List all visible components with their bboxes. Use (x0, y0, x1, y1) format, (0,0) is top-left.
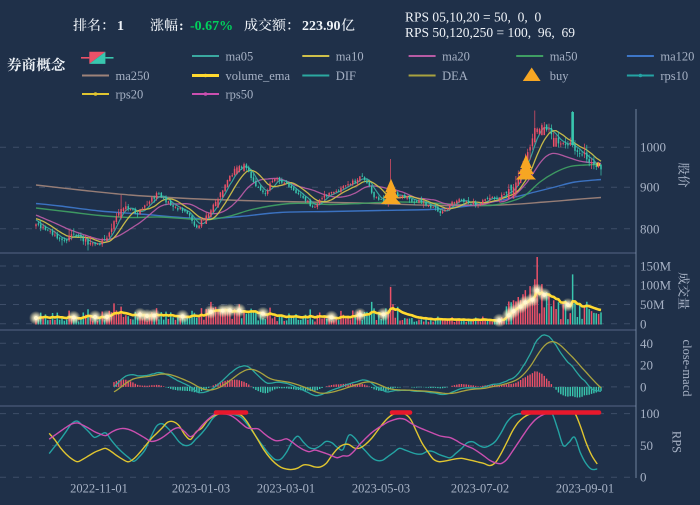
svg-text:800: 800 (640, 221, 660, 236)
svg-text:0: 0 (640, 316, 647, 331)
svg-text:rps50: rps50 (226, 88, 254, 102)
svg-text:900: 900 (640, 180, 660, 195)
svg-text:2023-07-02: 2023-07-02 (451, 482, 509, 496)
svg-text:-0.67%: -0.67% (190, 19, 233, 34)
svg-text:2023-01-03: 2023-01-03 (172, 482, 230, 496)
svg-text:100: 100 (640, 406, 660, 421)
svg-text:DEA: DEA (442, 69, 468, 83)
svg-text:ma120: ma120 (660, 50, 694, 64)
svg-text:volume_ema: volume_ema (226, 69, 291, 83)
svg-text:223.90: 223.90 (302, 19, 341, 34)
svg-text:buy: buy (550, 69, 570, 83)
svg-text:ma250: ma250 (116, 69, 150, 83)
svg-text:close-macd: close-macd (680, 340, 694, 398)
svg-text:0: 0 (640, 470, 647, 485)
svg-text:RPS: RPS (670, 431, 684, 453)
svg-text:RPS 50,120,250 = 100, 96, 69: RPS 50,120,250 = 100, 96, 69 (405, 25, 575, 40)
svg-text:ma05: ma05 (226, 50, 254, 64)
svg-text:2023-05-03: 2023-05-03 (352, 482, 410, 496)
svg-text:2022-11-01: 2022-11-01 (70, 482, 128, 496)
svg-text:2023-09-01: 2023-09-01 (556, 482, 614, 496)
svg-text:40: 40 (640, 336, 653, 351)
svg-text:rps10: rps10 (660, 69, 688, 83)
svg-text:0: 0 (640, 379, 647, 394)
svg-text:1000: 1000 (640, 140, 666, 155)
svg-text::: : (179, 19, 184, 34)
svg-text:50M: 50M (640, 297, 665, 312)
svg-text:20: 20 (640, 358, 653, 373)
svg-text:DIF: DIF (336, 69, 356, 83)
svg-text:ma50: ma50 (550, 50, 578, 64)
svg-text:ma20: ma20 (442, 50, 470, 64)
svg-text:1: 1 (117, 19, 124, 34)
svg-text:50: 50 (640, 438, 653, 453)
svg-text:150M: 150M (640, 259, 672, 274)
svg-text:RPS 05,10,20 = 50, 0, 0: RPS 05,10,20 = 50, 0, 0 (405, 10, 542, 25)
svg-text:2023-03-01: 2023-03-01 (257, 482, 315, 496)
svg-text:rps20: rps20 (116, 88, 144, 102)
svg-text:ma10: ma10 (336, 50, 364, 64)
svg-text:100M: 100M (640, 278, 672, 293)
